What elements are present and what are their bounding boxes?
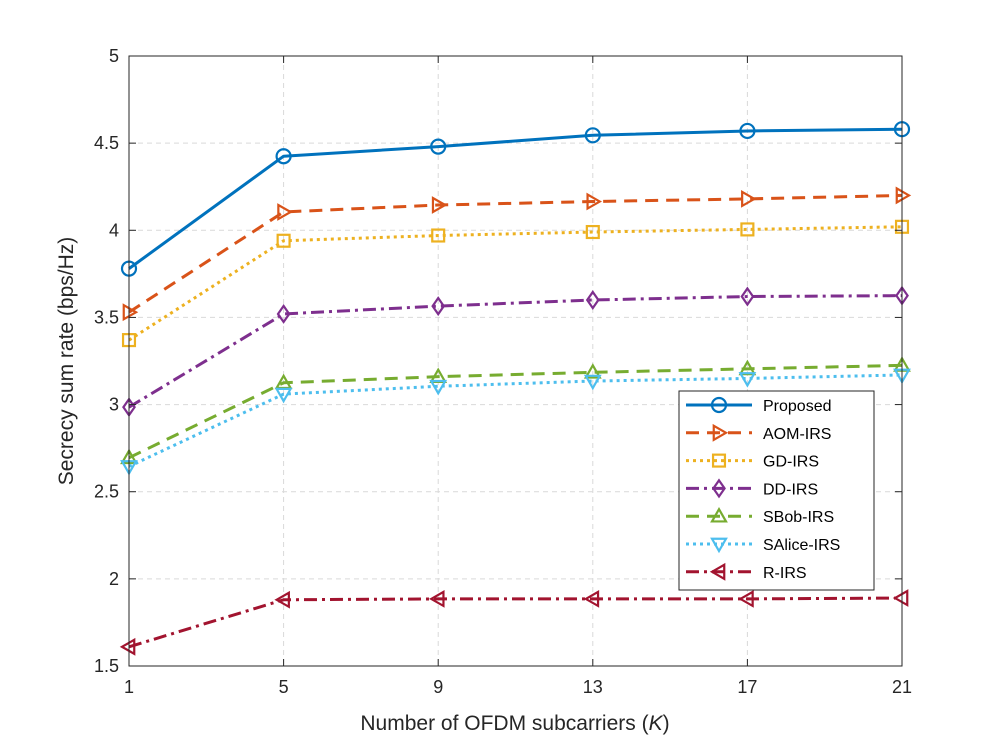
data-point <box>277 203 293 221</box>
legend-label: GD-IRS <box>763 454 819 471</box>
data-point <box>276 233 291 248</box>
series-line <box>128 193 903 314</box>
data-point <box>122 303 139 322</box>
y-axis-label: Secrecy sum rate (bps/Hz) <box>55 237 78 486</box>
legend-item: SBob-IRS <box>686 506 834 526</box>
data-point <box>431 296 446 317</box>
data-point <box>583 374 602 391</box>
series-line <box>128 225 903 342</box>
legend-label: AOM-IRS <box>763 426 831 443</box>
x-axis-label: Number of OFDM subcarriers (K) <box>360 712 669 735</box>
data-point <box>430 138 447 155</box>
series-aom-irs <box>122 186 912 322</box>
series-line <box>128 127 903 270</box>
legend-item: AOM-IRS <box>686 423 831 443</box>
legend-marker <box>711 453 727 468</box>
series-r-irs <box>119 589 909 656</box>
data-point <box>274 387 293 404</box>
legend-item: R-IRS <box>686 562 807 582</box>
series-line <box>128 596 903 649</box>
legend-box <box>678 390 875 591</box>
data-point <box>431 228 446 243</box>
data-point <box>892 589 909 607</box>
data-point <box>586 192 603 211</box>
legend-marker <box>712 478 726 499</box>
data-point <box>585 290 600 310</box>
series-line <box>128 373 903 468</box>
legend-label: Proposed <box>763 398 832 415</box>
x-axis-label-prefix: Number of OFDM subcarriers ( <box>360 712 648 735</box>
data-point <box>895 186 912 205</box>
data-point <box>738 372 757 388</box>
legend-item: SAlice-IRS <box>686 537 840 554</box>
x-axis-label-variable: K <box>649 712 664 735</box>
data-point <box>584 127 601 144</box>
data-point <box>429 379 448 396</box>
x-tick-label: 5 <box>279 677 289 697</box>
legend-item: GD-IRS <box>686 453 819 471</box>
y-tick-label: 4 <box>109 220 119 240</box>
x-axis-label-suffix: ) <box>663 712 670 735</box>
legend-label: DD-IRS <box>763 481 818 498</box>
data-point <box>275 148 292 165</box>
data-point <box>428 590 445 608</box>
x-tick-label: 13 <box>583 677 603 697</box>
data-point <box>739 122 756 140</box>
data-point <box>583 363 602 379</box>
y-tick-label: 5 <box>109 46 119 66</box>
ticks: 1 5 9 13 17 21 1.5 2 2.5 3 3.5 4 4.5 5 <box>94 46 912 697</box>
y-tick-label: 3.5 <box>94 307 119 327</box>
legend-marker <box>710 506 728 523</box>
x-tick-label: 1 <box>124 677 134 697</box>
series-group <box>119 121 912 656</box>
y-tick-label: 2.5 <box>94 482 119 502</box>
legend-items: Proposed AOM-IRS GD-IRS DD-IRS SBob-IRS SAlic… <box>686 396 840 582</box>
legend-item: Proposed <box>686 396 832 415</box>
legend-label: SAlice-IRS <box>763 537 840 554</box>
x-tick-label: 17 <box>737 677 757 697</box>
legend-label: SBob-IRS <box>763 509 834 526</box>
legend-marker <box>709 562 726 581</box>
x-tick-label: 9 <box>433 677 443 697</box>
data-point <box>119 637 136 656</box>
y-tick-label: 4.5 <box>94 133 119 153</box>
data-point <box>585 224 600 240</box>
data-point <box>583 590 600 608</box>
legend-marker <box>710 537 728 554</box>
series-line <box>128 363 903 460</box>
legend-label: R-IRS <box>763 565 807 582</box>
legend-marker <box>712 423 729 442</box>
data-point <box>738 590 754 608</box>
data-point <box>740 222 755 237</box>
y-tick-label: 1.5 <box>94 656 119 676</box>
legend-item: DD-IRS <box>686 478 818 499</box>
series-line <box>128 294 903 409</box>
y-tick-label: 2 <box>109 569 119 589</box>
legend: Proposed AOM-IRS GD-IRS DD-IRS SBob-IRS SAlic… <box>678 390 875 591</box>
x-tick-label: 21 <box>892 677 912 697</box>
y-tick-label: 3 <box>109 395 119 415</box>
data-point <box>431 196 448 214</box>
data-point <box>276 303 291 324</box>
data-point <box>741 190 757 208</box>
data-point <box>274 590 290 609</box>
plot-frame <box>128 55 903 667</box>
legend-marker <box>710 396 728 414</box>
data-point <box>740 286 755 307</box>
